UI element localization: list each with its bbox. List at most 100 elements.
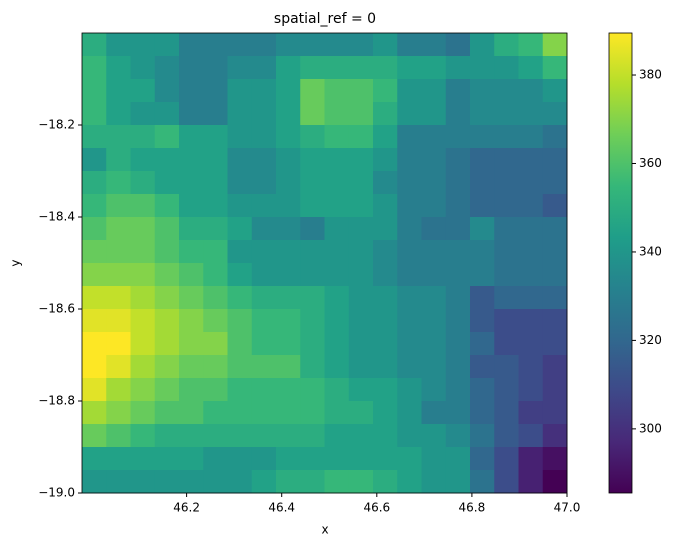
heatmap-cell	[154, 79, 180, 103]
heatmap-cell	[130, 240, 156, 264]
heatmap-cell	[251, 33, 277, 57]
heatmap-cell	[494, 194, 519, 218]
heatmap-cell	[106, 309, 131, 333]
heatmap-cell	[154, 217, 180, 241]
heatmap-cell	[494, 470, 519, 494]
heatmap-cell	[154, 424, 180, 448]
heatmap-cell	[542, 286, 568, 310]
heatmap-cell	[348, 56, 374, 80]
heatmap-cell	[227, 171, 253, 195]
heatmap-cell	[130, 171, 156, 195]
heatmap-cell	[106, 355, 131, 379]
heatmap-cell	[470, 79, 495, 103]
heatmap-cell	[470, 332, 495, 356]
heatmap-cell	[203, 79, 228, 103]
heatmap-cell	[154, 240, 180, 264]
heatmap-cell	[106, 125, 131, 149]
heatmap-cell	[106, 263, 131, 287]
heatmap-cell	[494, 332, 519, 356]
heatmap-cell	[130, 378, 156, 402]
heatmap-cell	[130, 470, 156, 494]
heatmap-cell	[227, 56, 253, 80]
heatmap-cell	[397, 240, 422, 264]
heatmap-cell	[348, 309, 374, 333]
heatmap-cell	[445, 447, 471, 471]
heatmap-cell	[276, 286, 301, 310]
heatmap-cell	[179, 355, 204, 379]
heatmap-cell	[324, 309, 350, 333]
heatmap-cell	[300, 263, 325, 287]
heatmap-cell	[179, 56, 204, 80]
heatmap-cell	[179, 424, 204, 448]
heatmap-cell	[276, 424, 301, 448]
heatmap-cell	[82, 171, 107, 195]
heatmap-cell	[445, 263, 471, 287]
heatmap-cell	[470, 194, 495, 218]
heatmap-cell	[421, 309, 447, 333]
heatmap-cell	[397, 79, 422, 103]
y-tick-label: −18.8	[38, 394, 75, 408]
heatmap-cell	[300, 148, 325, 172]
heatmap-cell	[154, 194, 180, 218]
heatmap-cell	[494, 378, 519, 402]
heatmap-cell	[397, 56, 422, 80]
heatmap-cell	[82, 33, 107, 57]
heatmap-cell	[373, 79, 398, 103]
heatmap-cell	[154, 102, 180, 126]
heatmap-cell	[276, 102, 301, 126]
heatmap-cell	[542, 102, 568, 126]
heatmap-cell	[373, 447, 398, 471]
heatmap-cell	[179, 79, 204, 103]
heatmap-cell	[179, 447, 204, 471]
heatmap-cell	[518, 102, 544, 126]
heatmap-cell	[348, 263, 374, 287]
heatmap-cell	[276, 355, 301, 379]
heatmap-cell	[300, 240, 325, 264]
heatmap-cell	[130, 447, 156, 471]
heatmap-cell	[445, 332, 471, 356]
heatmap-cell	[348, 286, 374, 310]
heatmap-cell	[179, 332, 204, 356]
heatmap-cell	[82, 240, 107, 264]
heatmap-cell	[518, 332, 544, 356]
heatmap-cell	[203, 125, 228, 149]
heatmap-cell	[518, 217, 544, 241]
heatmap-cell	[421, 263, 447, 287]
heatmap-cell	[445, 355, 471, 379]
heatmap-cell	[130, 424, 156, 448]
heatmap-cell	[154, 125, 180, 149]
heatmap-cell	[130, 332, 156, 356]
y-tick-label: −18.2	[38, 118, 75, 132]
heatmap-cell	[154, 286, 180, 310]
colorbar-tick-label: 360	[639, 156, 662, 170]
heatmap-cell	[179, 240, 204, 264]
heatmap-cell	[421, 286, 447, 310]
heatmap-cell	[130, 263, 156, 287]
heatmap-cell	[251, 424, 277, 448]
heatmap-cell	[324, 79, 350, 103]
heatmap-cell	[421, 401, 447, 425]
heatmap-cell	[348, 33, 374, 57]
heatmap-cell	[203, 378, 228, 402]
heatmap-cell	[324, 355, 350, 379]
heatmap-cell	[470, 447, 495, 471]
heatmap-cell	[397, 33, 422, 57]
heatmap-cell	[276, 447, 301, 471]
heatmap-cell	[276, 171, 301, 195]
heatmap-cell	[227, 79, 253, 103]
heatmap-cell	[106, 79, 131, 103]
heatmap-cell	[203, 332, 228, 356]
heatmap-cell	[324, 401, 350, 425]
heatmap-cell	[421, 355, 447, 379]
heatmap-cell	[348, 194, 374, 218]
heatmap-cell	[203, 33, 228, 57]
heatmap-cell	[373, 125, 398, 149]
heatmap-cell	[106, 470, 131, 494]
heatmap-cell	[203, 102, 228, 126]
heatmap-cell	[445, 286, 471, 310]
heatmap-cell	[373, 194, 398, 218]
heatmap-cell	[397, 355, 422, 379]
heatmap-cell	[518, 378, 544, 402]
heatmap-cell	[82, 194, 107, 218]
heatmap-cell	[348, 125, 374, 149]
